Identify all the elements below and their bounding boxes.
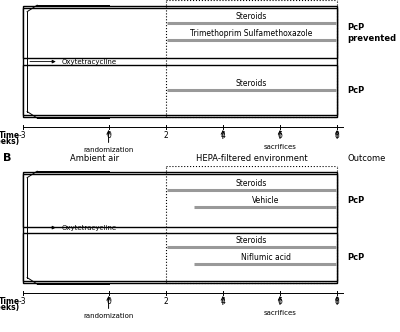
Text: 6: 6	[278, 131, 282, 140]
Text: -3: -3	[19, 131, 27, 140]
Text: Steroids: Steroids	[236, 236, 267, 245]
Text: 6: 6	[278, 297, 282, 306]
Bar	[23, 8, 337, 58]
Bar	[23, 174, 337, 227]
Text: 2: 2	[163, 297, 168, 306]
Text: 4: 4	[220, 297, 225, 306]
Text: Niflumic acid: Niflumic acid	[241, 253, 291, 262]
Text: Time: Time	[0, 131, 20, 140]
Text: B: B	[3, 153, 11, 163]
Text: Trimethoprim Sulfamethoxazole: Trimethoprim Sulfamethoxazole	[190, 29, 313, 38]
Text: randomization: randomization	[83, 313, 134, 319]
Text: 0: 0	[106, 297, 111, 306]
Text: 8: 8	[335, 297, 340, 306]
Text: 4: 4	[220, 131, 225, 140]
Text: (weeks): (weeks)	[0, 303, 20, 312]
Bar	[23, 65, 337, 116]
Bar	[23, 233, 337, 282]
Text: PcP: PcP	[347, 196, 364, 205]
Bar	[23, 173, 337, 283]
Text: PcP: PcP	[347, 253, 364, 262]
Text: -3: -3	[19, 297, 27, 306]
Text: Steroids: Steroids	[236, 79, 267, 88]
Text: Ambient air: Ambient air	[70, 154, 119, 163]
Text: sacrifices: sacrifices	[264, 144, 296, 150]
Text: sacrifices: sacrifices	[264, 310, 296, 316]
Text: PcP
prevented: PcP prevented	[347, 23, 396, 43]
Text: PcP: PcP	[347, 86, 364, 95]
Text: (weeks): (weeks)	[0, 137, 20, 146]
Text: Oxytetracycline: Oxytetracycline	[62, 59, 116, 65]
Text: 2: 2	[163, 131, 168, 140]
Text: randomization: randomization	[83, 147, 134, 153]
Text: Steroids: Steroids	[236, 12, 267, 21]
Text: Time: Time	[0, 297, 20, 306]
Text: 8: 8	[335, 131, 340, 140]
Text: HEPA-filtered environment: HEPA-filtered environment	[196, 154, 307, 163]
Text: Vehicle: Vehicle	[252, 196, 280, 205]
Text: Outcome: Outcome	[348, 154, 386, 163]
Text: Steroids: Steroids	[236, 179, 267, 188]
Text: 0: 0	[106, 131, 111, 140]
Text: Oxytetracycline: Oxytetracycline	[62, 225, 116, 231]
Bar	[23, 7, 337, 117]
